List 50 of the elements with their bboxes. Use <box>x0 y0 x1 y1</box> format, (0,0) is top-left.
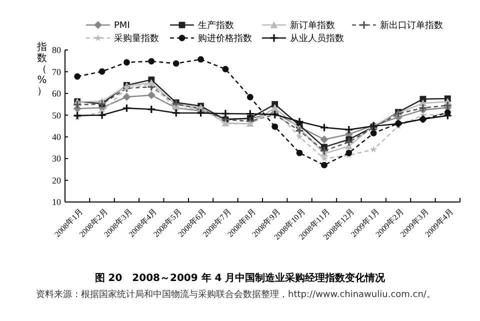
point <box>98 68 106 75</box>
legend-label: 从业人员指数 <box>290 33 344 44</box>
point <box>172 109 180 117</box>
point <box>272 123 278 130</box>
point <box>320 135 328 144</box>
point <box>123 104 130 112</box>
text: 图 20 2008～2009 年 4 月中国制造业采购经理指数变化情况 <box>94 272 386 284</box>
point <box>148 58 155 64</box>
point <box>345 138 353 146</box>
point <box>296 118 304 126</box>
y-tick-label: 80 <box>52 45 62 56</box>
point <box>320 147 328 154</box>
point <box>148 106 156 113</box>
y-tick-label: 30 <box>52 154 62 164</box>
point <box>345 126 353 134</box>
y-tick-label: 40 <box>52 132 62 142</box>
point <box>74 73 81 80</box>
y-tick-label: 60 <box>52 88 62 99</box>
y-tick-label: 10 <box>52 197 62 208</box>
point <box>321 162 328 168</box>
point <box>370 130 377 136</box>
y-tick-label: 20 <box>52 175 62 186</box>
point <box>222 110 230 118</box>
y-tick-label: 70 <box>52 66 62 77</box>
point <box>198 56 204 63</box>
point <box>74 101 82 108</box>
point <box>197 109 204 117</box>
point <box>246 94 254 100</box>
y-tick-label: 50 <box>52 110 62 120</box>
legend-label: PMI <box>114 21 130 32</box>
point <box>296 127 304 134</box>
point <box>246 110 254 118</box>
point <box>124 59 130 66</box>
point <box>172 60 180 67</box>
point <box>122 92 131 101</box>
point <box>296 133 304 140</box>
point <box>222 66 229 72</box>
y-axis-title: 指数（%） <box>36 41 47 97</box>
legend-label: 生产指数 <box>198 20 234 32</box>
point <box>98 111 106 119</box>
point <box>147 91 156 100</box>
point <box>296 150 303 156</box>
point <box>320 124 328 132</box>
legend-label: 采购量指数 <box>114 33 159 44</box>
point <box>370 146 378 153</box>
legend-label: 新订单指数 <box>290 20 335 32</box>
point <box>444 102 452 110</box>
legend-label: 新出口订单指数 <box>380 20 443 32</box>
text: 资料来源：根据国家统计局和中国物流与采购联合会数据整理，http://www.chinawuliu.com.cn/。 <box>36 289 436 301</box>
legend-label: 购进价格指数 <box>198 33 252 44</box>
